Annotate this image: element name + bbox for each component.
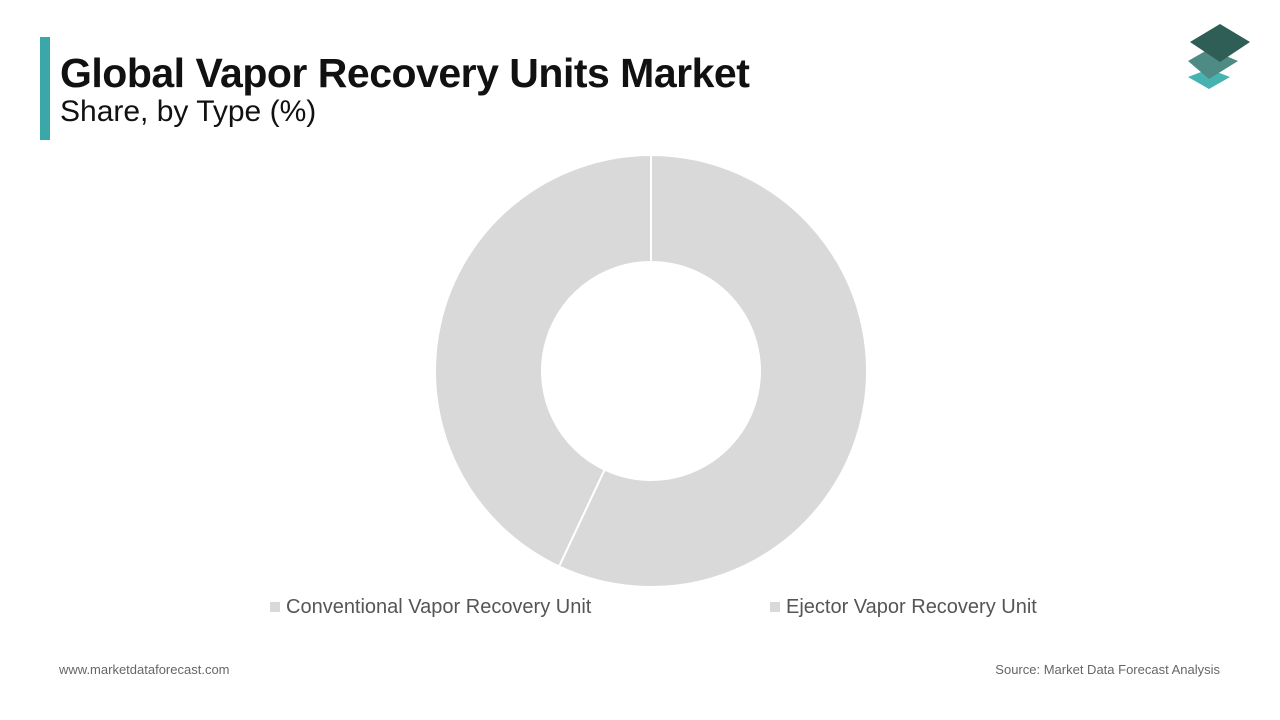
donut-slices	[434, 153, 868, 588]
legend-label-conventional: Conventional Vapor Recovery Unit	[286, 596, 592, 618]
chart-legend: Conventional Vapor Recovery Unit Ejector…	[0, 594, 1280, 622]
logo-layer-top	[1190, 24, 1250, 62]
legend-item-ejector: Ejector Vapor Recovery Unit	[770, 594, 1037, 620]
company-logo-icon	[1188, 24, 1250, 89]
donut-chart	[434, 153, 868, 588]
chart-title: Global Vapor Recovery Units Market	[60, 50, 750, 96]
footer-website: www.marketdataforecast.com	[59, 662, 230, 677]
footer-source: Source: Market Data Forecast Analysis	[995, 662, 1220, 677]
legend-swatch-conventional	[270, 602, 280, 612]
legend-item-conventional: Conventional Vapor Recovery Unit	[270, 594, 591, 620]
legend-swatch-ejector	[770, 602, 780, 612]
title-accent-bar	[40, 37, 50, 140]
donut-slice-conventional	[557, 153, 868, 588]
donut-slice-ejector	[434, 153, 652, 568]
legend-label-ejector: Ejector Vapor Recovery Unit	[786, 596, 1037, 618]
chart-subtitle: Share, by Type (%)	[60, 95, 317, 128]
